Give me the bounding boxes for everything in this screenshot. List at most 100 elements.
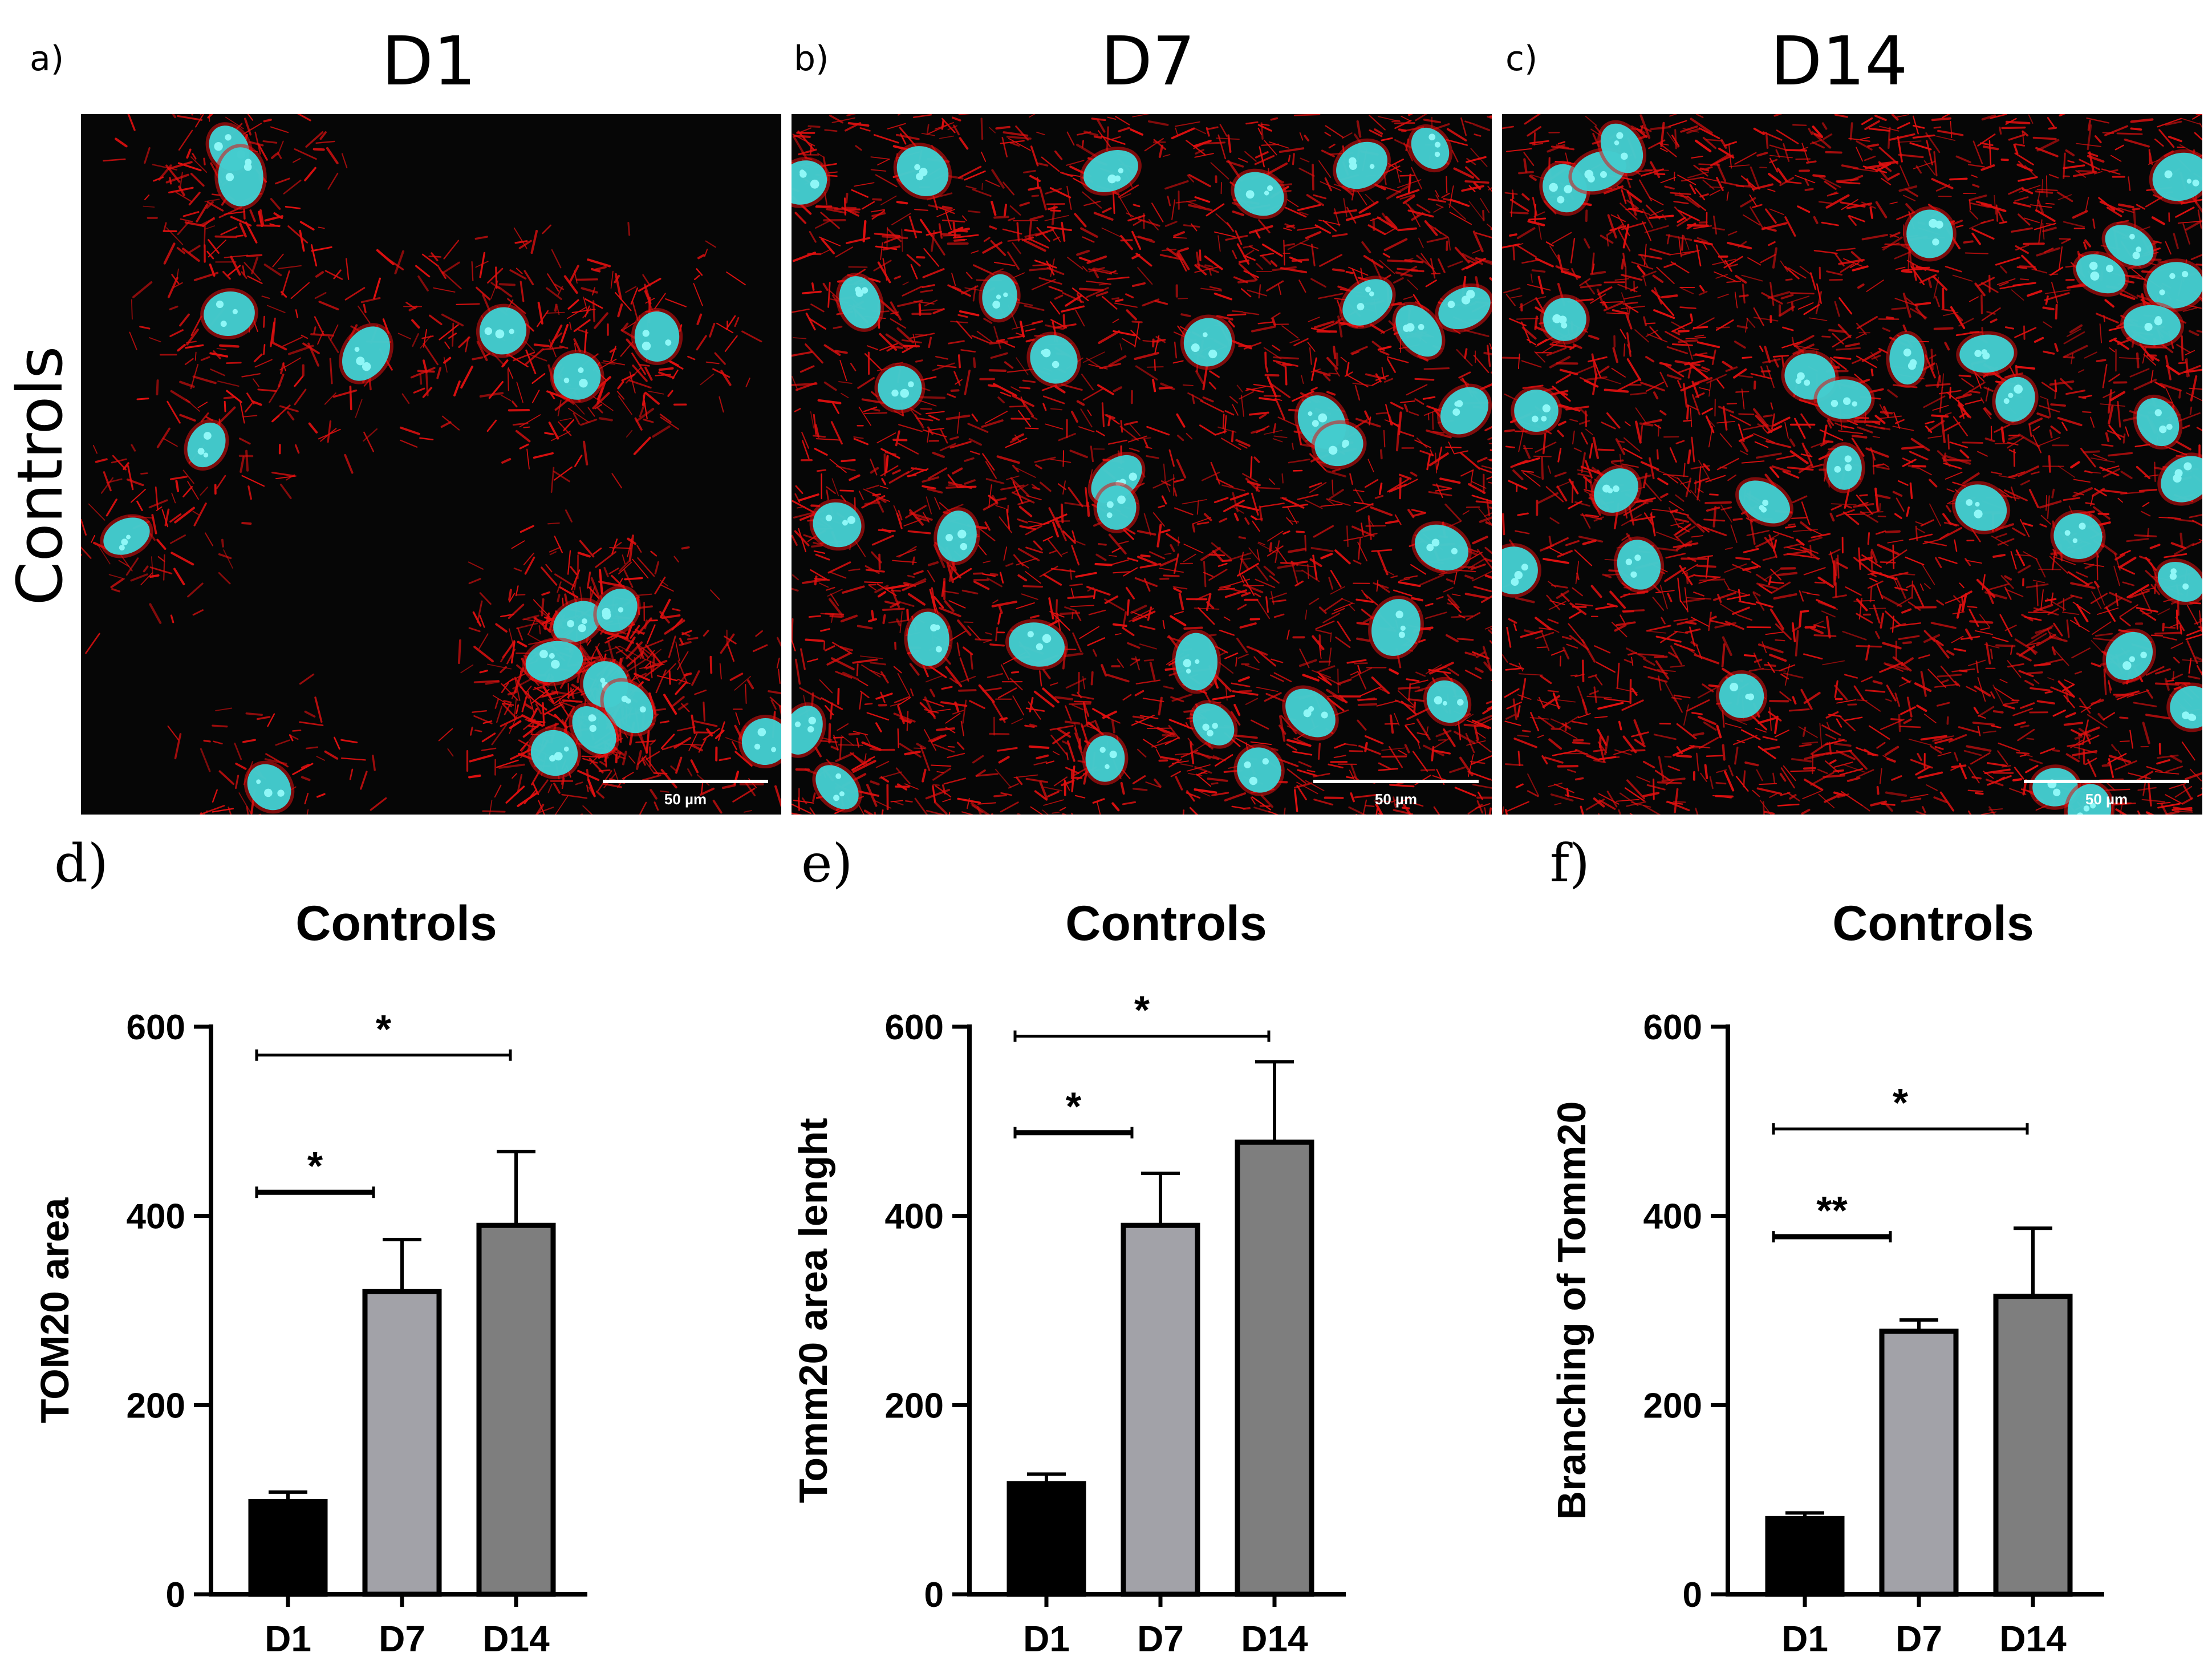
y-tick-label: 400 <box>127 1197 185 1237</box>
nucleus <box>476 303 530 358</box>
nuclei <box>100 122 781 814</box>
chart-letter-d: d) <box>54 833 108 894</box>
nucleus <box>809 499 865 551</box>
x-tick-label-d14: D14 <box>1999 1618 2067 1659</box>
nucleus <box>792 157 831 208</box>
column-title-d1: D1 <box>381 22 476 100</box>
column-title-d14: D14 <box>1770 22 1908 100</box>
nucleus <box>792 702 826 758</box>
x-tick-label-d1: D1 <box>1023 1618 1070 1659</box>
nucleus <box>893 143 952 200</box>
chart-letter-f: f) <box>1550 833 1590 894</box>
y-tick-label: 400 <box>1643 1197 1702 1237</box>
panel-letter-c: c) <box>1505 39 1538 79</box>
nucleus <box>214 144 267 210</box>
nucleus <box>1311 420 1367 470</box>
bar-d1 <box>1006 1481 1086 1597</box>
x-tick-label-d7: D7 <box>1896 1618 1942 1659</box>
nucleus <box>1231 168 1288 220</box>
nucleus <box>2166 682 2202 732</box>
nucleus <box>1189 700 1238 749</box>
chart-title-d: Controls <box>295 896 497 951</box>
nucleus <box>1339 276 1396 329</box>
nucleus <box>979 270 1021 323</box>
x-tick-label-d1: D1 <box>265 1618 311 1659</box>
nucleus <box>1171 629 1221 694</box>
nucleus <box>2102 628 2157 684</box>
scale-bar: 50 µm <box>1313 780 1479 808</box>
bar-chart-tomm20-area-length: Tomm20 area lenght 0 200 400 600 D1 D7 D14 * * <box>791 988 1346 1659</box>
nucleus <box>184 419 229 471</box>
micrograph-d14-image: 50 µm <box>1502 114 2202 815</box>
nucleus <box>1411 521 1472 574</box>
nucleus <box>1715 670 1768 722</box>
nucleus <box>933 507 980 565</box>
y-axis-label: Tomm20 area lenght <box>791 1118 835 1504</box>
nucleus <box>2133 394 2183 450</box>
y-tick-label: 0 <box>1683 1575 1702 1615</box>
mitochondria-network <box>81 114 781 815</box>
y-tick-label: 600 <box>127 1008 185 1047</box>
chart-letter-e: e) <box>801 833 853 894</box>
bar-chart-tom20-area: TOM20 area 0 200 400 600 D1 D7 D14 * * <box>33 1007 587 1659</box>
nucleus <box>1282 685 1339 741</box>
nucleus <box>1951 481 2011 534</box>
bar-d7 <box>362 1289 442 1597</box>
nucleus <box>1333 138 1391 193</box>
nucleus <box>2149 149 2202 205</box>
nucleus <box>100 514 153 558</box>
significance-label: * <box>376 1007 392 1051</box>
nucleus <box>1026 331 1081 387</box>
nucleus <box>2101 221 2157 269</box>
bar-d1 <box>248 1498 328 1597</box>
nucleus <box>2120 301 2185 349</box>
nucleus <box>1992 373 2039 426</box>
nucleus <box>904 608 953 670</box>
nucleus <box>1903 206 1957 262</box>
nuclei <box>792 124 1492 813</box>
x-tick-label-d7: D7 <box>1137 1618 1184 1659</box>
nucleus <box>1886 330 1928 388</box>
bar-d1 <box>1765 1516 1845 1597</box>
micrograph-d1-image: 50 µm <box>81 114 781 815</box>
significance-label: * <box>1893 1080 1909 1125</box>
x-tick-label-d14: D14 <box>482 1618 550 1659</box>
y-tick-label: 0 <box>924 1575 944 1615</box>
scale-bar: 50 µm <box>2024 780 2189 808</box>
scale-bar-label: 50 µm <box>2085 791 2128 808</box>
bar-d14 <box>1993 1294 2073 1597</box>
nucleus <box>1082 732 1129 785</box>
nucleus <box>1502 543 1541 598</box>
significance-label: * <box>1066 1084 1082 1129</box>
nucleus <box>2029 764 2081 810</box>
y-tick-label: 200 <box>127 1386 185 1425</box>
micrograph-d1: 50 µm <box>81 114 781 815</box>
y-tick-label: 200 <box>885 1386 944 1425</box>
nucleus <box>1813 376 1875 423</box>
panel-letter-a: a) <box>30 39 64 79</box>
y-axis-label: TOM20 area <box>33 1197 77 1424</box>
micrograph-d14: 50 µm <box>1502 114 2202 815</box>
nucleus <box>874 362 926 414</box>
y-tick-label: 200 <box>1643 1386 1702 1425</box>
x-tick-label-d1: D1 <box>1781 1618 1828 1659</box>
nucleus <box>812 761 862 813</box>
nucleus <box>1590 465 1642 516</box>
significance-label: * <box>1134 988 1150 1032</box>
bar-d14 <box>1235 1139 1314 1597</box>
bar-d7 <box>1121 1222 1200 1597</box>
significance-label: * <box>307 1144 323 1188</box>
nucleus <box>835 273 884 332</box>
chart-title-f: Controls <box>1832 896 2034 951</box>
significance-label: ** <box>1816 1188 1848 1233</box>
nucleus <box>631 308 683 365</box>
y-tick-label: 600 <box>885 1008 944 1047</box>
panel-letter-b: b) <box>794 39 829 79</box>
scale-bar-label: 50 µm <box>1375 791 1417 808</box>
nuclei <box>1502 120 2202 815</box>
y-axis-label: Branching of Tomm20 <box>1549 1101 1594 1520</box>
nucleus <box>1080 147 1142 196</box>
nucleus <box>2143 258 2202 312</box>
nucleus <box>1392 301 1446 360</box>
